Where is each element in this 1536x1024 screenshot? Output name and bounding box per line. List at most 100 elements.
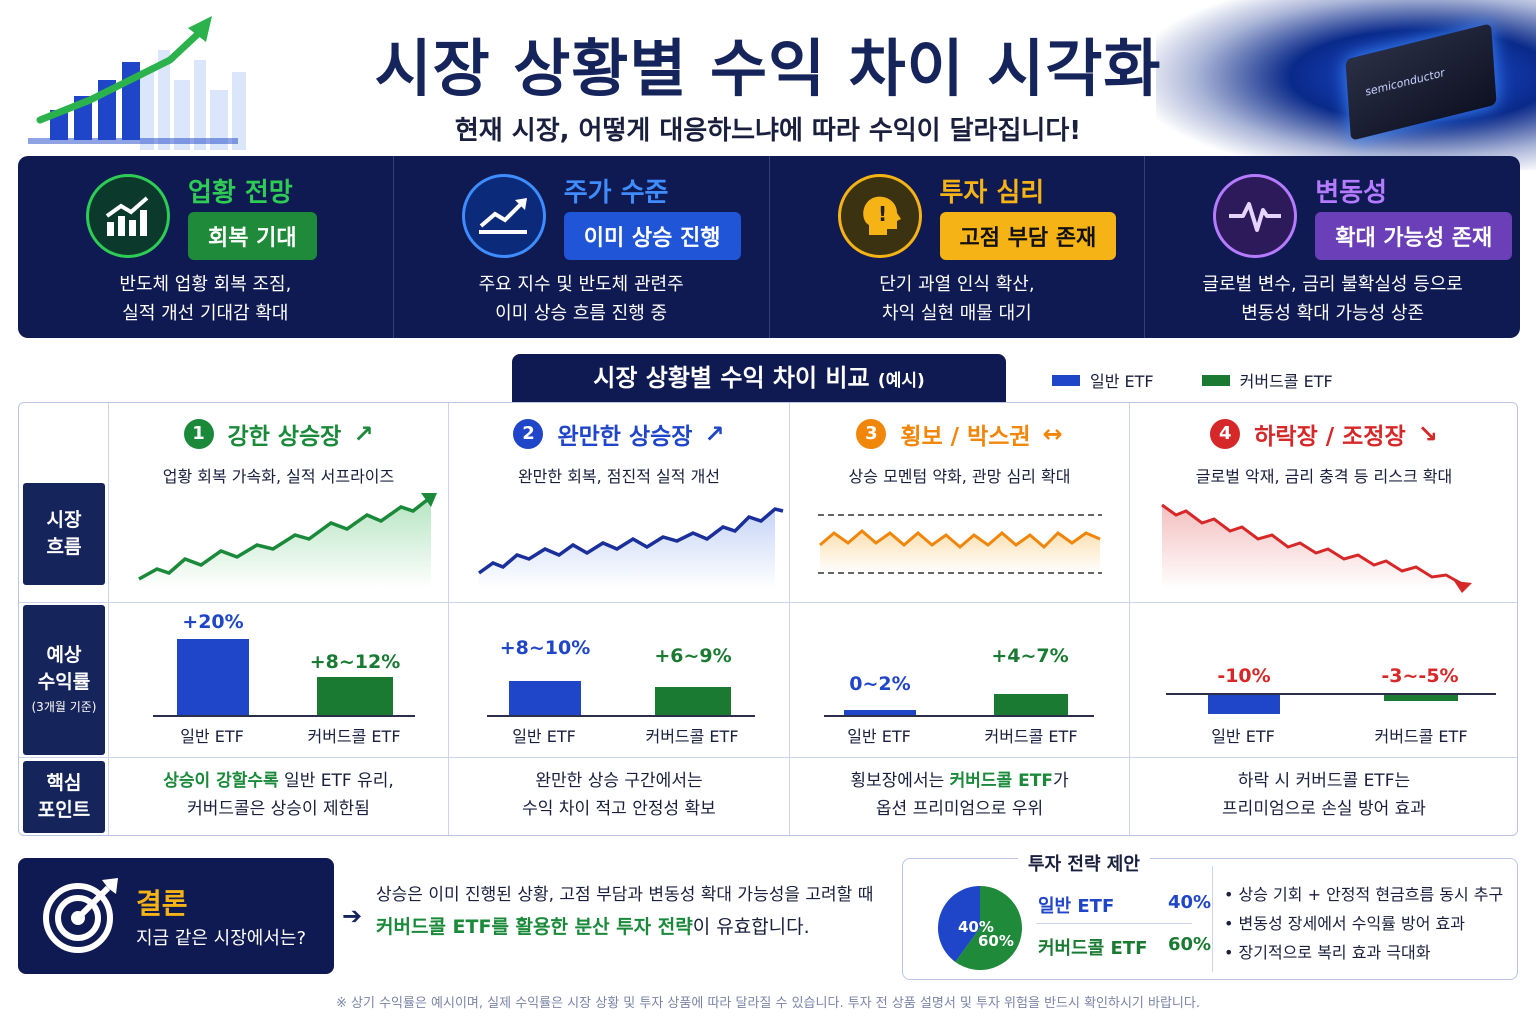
covered-return-bar — [655, 686, 731, 715]
bar-label-covered: 커버드콜 ETF — [307, 727, 401, 746]
scenario-heading: 1 강한 상승장 ↗ — [109, 417, 448, 451]
scenario-description: 완만한 회복, 점진적 실적 개선 — [517, 467, 721, 486]
market-flow-line-strong-bull — [138, 493, 437, 589]
target-icon — [43, 878, 118, 953]
general-return-label: +8~10% — [499, 637, 591, 659]
row-label-expected-return: 예상 수익률 (3개월 기준) — [23, 605, 105, 755]
general-return-bar — [844, 710, 916, 715]
key-point: 횡보장에서는 커버드콜 ETF가 옵션 프리미엄으로 우위 — [850, 771, 1069, 819]
arrow-left-right-icon: ↔ — [1042, 420, 1063, 448]
general-return-bar — [1208, 693, 1280, 714]
market-overview-panel: 업황 전망 회복 기대 반도체 업황 회복 조짐, 실적 개선 기대감 확대 주가… — [18, 156, 1520, 338]
header-growth-chart-icon — [28, 16, 246, 150]
bar-label-covered: 커버드콜 ETF — [645, 727, 739, 746]
strategy-bullet: • 변동성 장세에서 수익률 방어 효과 — [1224, 914, 1465, 933]
bar-label-covered: 커버드콜 ETF — [984, 727, 1078, 746]
conclusion-title: 결론 — [136, 887, 188, 920]
allocation-pie-chart: 40% 60% — [938, 886, 1022, 970]
legend-item-covered-call: 커버드콜 ETF — [1201, 368, 1333, 392]
market-flow-line-mild-bull — [477, 507, 784, 589]
scenario-heading: 2 완만한 상승장 ↗ — [449, 417, 789, 451]
scenario-number: 4 — [1210, 419, 1241, 449]
overview-heading: 주가 수준 — [563, 178, 669, 208]
bar-label-general: 일반 ETF — [847, 727, 911, 746]
scenario-description: 업황 회복 가속화, 실적 서프라이즈 — [162, 467, 395, 486]
scenario-description: 상승 모멘텀 약화, 관망 심리 확대 — [848, 467, 1071, 486]
overview-item-sentiment: ! 투자 심리 고점 부담 존재 단기 과열 인식 확산, 차익 실현 매물 대기 — [770, 156, 1146, 338]
bar-baseline — [487, 715, 755, 717]
conclusion-line-2: 커버드콜 ETF를 활용한 분산 투자 전략이 유효합니다. — [376, 916, 810, 938]
pie-slice-covered — [955, 886, 1022, 970]
overview-badge: 확대 가능성 존재 — [1315, 212, 1513, 260]
bar-label-covered: 커버드콜 ETF — [1374, 727, 1468, 746]
scenario-mild-bull: 2 완만한 상승장 ↗ 완만한 회복, 점진적 실적 개선 +8~10% +6~9%… — [449, 403, 789, 837]
scenario-description: 글로벌 악재, 금리 충격 등 리스크 확대 — [1195, 467, 1453, 486]
market-flow-line-sideways — [818, 514, 1102, 574]
page-subtitle: 현재 시장, 어떻게 대응하느냐에 따라 수익이 달라집니다! — [454, 116, 1082, 146]
page-title: 시장 상황별 수익 차이 시각화 — [374, 32, 1162, 105]
bar-baseline — [824, 715, 1094, 717]
trend-up-icon — [461, 174, 546, 258]
overview-item-industry: 업황 전망 회복 기대 반도체 업황 회복 조짐, 실적 개선 기대감 확대 — [18, 156, 394, 338]
key-point: 상승이 강할수록 일반 ETF 유리, 커버드콜은 상승이 제한됨 — [163, 771, 394, 819]
arrow-up-right-icon: ↗ — [353, 420, 374, 448]
growth-chart-icon — [86, 174, 170, 258]
scenario-number: 3 — [856, 419, 887, 449]
bar-label-general: 일반 ETF — [180, 727, 244, 746]
covered-return-label: -3~-5% — [1381, 665, 1459, 687]
bar-baseline — [153, 715, 415, 717]
overview-badge: 고점 부담 존재 — [939, 212, 1117, 260]
disclaimer-footnote: ※ 상기 수익률은 예시이며, 실제 수익률은 시장 상황 및 투자 상품에 따… — [336, 996, 1200, 1011]
covered-return-label: +6~9% — [654, 645, 732, 667]
scenario-heading: 3 횡보 / 박스권 ↔ — [790, 417, 1129, 451]
overview-description: 주요 지수 및 반도체 관련주 이미 상승 흐름 진행 중 — [478, 274, 684, 324]
overview-badge: 회복 기대 — [188, 212, 317, 260]
conclusion-subtitle: 지금 같은 시장에서는? — [136, 928, 307, 949]
overview-description: 단기 과열 인식 확산, 차익 실현 매물 대기 — [879, 274, 1035, 324]
overview-description: 글로벌 변수, 금리 불확실성 등으로 변동성 확대 가능성 상존 — [1202, 274, 1463, 324]
strategy-bullet: • 상승 기회 + 안정적 현금흐름 동시 추구 — [1224, 885, 1504, 904]
arrow-up-right-icon: ↗ — [704, 420, 725, 448]
market-flow-line-bear — [1161, 503, 1472, 593]
overview-item-price: 주가 수준 이미 상승 진행 주요 지수 및 반도체 관련주 이미 상승 흐름 진… — [394, 156, 770, 338]
overview-badge: 이미 상승 진행 — [563, 212, 741, 260]
svg-text:!: ! — [878, 202, 887, 226]
covered-return-bar — [994, 694, 1068, 715]
strategy-bullet: • 장기적으로 복리 효과 극대화 — [1224, 943, 1431, 962]
covered-return-bar — [317, 677, 393, 715]
pie-label-covered: 60% — [978, 932, 1014, 950]
strategy-title: 투자 전략 제안 — [1018, 850, 1150, 876]
overview-heading: 투자 심리 — [939, 178, 1045, 208]
row-label-market-flow: 시장 흐름 — [23, 483, 105, 585]
scenario-number: 2 — [513, 419, 544, 449]
general-return-label: -10% — [1217, 665, 1271, 687]
row-label-key-point: 핵심 포인트 — [23, 761, 105, 833]
overview-heading: 변동성 — [1315, 178, 1388, 208]
head-alert-icon: ! — [837, 174, 922, 258]
scenario-sideways: 3 횡보 / 박스권 ↔ 상승 모멘텀 약화, 관망 심리 확대 0~2% +4~7… — [790, 403, 1129, 837]
overview-description: 반도체 업황 회복 조짐, 실적 개선 기대감 확대 — [119, 274, 292, 324]
general-return-bar — [177, 639, 249, 715]
key-point: 완만한 상승 구간에서는 수익 차이 적고 안정성 확보 — [522, 771, 716, 819]
conclusion-line-1: 상승은 이미 진행된 상황, 고점 부담과 변동성 확대 가능성을 고려할 때 — [376, 885, 874, 905]
pie-slice-general — [938, 886, 980, 962]
overview-item-volatility: 변동성 확대 가능성 존재 글로벌 변수, 금리 불확실성 등으로 변동성 확대 … — [1145, 156, 1520, 338]
arrow-down-right-icon: ↘ — [1417, 420, 1438, 448]
allocation-covered-call: 커버드콜 ETF 60% — [1038, 934, 1212, 959]
bar-label-general: 일반 ETF — [1211, 727, 1275, 746]
bar-baseline — [1166, 693, 1496, 695]
general-return-bar — [509, 680, 581, 715]
comparison-title: 시장 상황별 수익 차이 비교 (예시) — [512, 354, 1006, 402]
scenario-heading: 4 하락장 / 조정장 ↘ — [1130, 417, 1518, 451]
legend-item-general: 일반 ETF — [1052, 368, 1154, 392]
pulse-icon — [1213, 174, 1298, 258]
allocation-general: 일반 ETF 40% — [1038, 892, 1212, 917]
overview-heading: 업황 전망 — [188, 178, 293, 208]
key-point: 하락 시 커버드콜 ETF는 프리미엄으로 손실 방어 효과 — [1222, 771, 1426, 819]
comparison-grid: 시장 흐름 예상 수익률 (3개월 기준) 핵심 포인트 1 강한 상승장 ↗ 업황 회복 … — [18, 402, 1518, 836]
strategy-bullets: • 상승 기회 + 안정적 현금흐름 동시 추구 • 변동성 장세에서 수익률 … — [1224, 880, 1503, 967]
scenario-bear: 4 하락장 / 조정장 ↘ 글로벌 악재, 금리 충격 등 리스크 확대 -10% … — [1130, 403, 1518, 837]
scenario-strong-bull: 1 강한 상승장 ↗ 업황 회복 가속화, 실적 서프라이즈 +20% +8~12%… — [109, 403, 448, 837]
arrow-right-icon: ➔ — [342, 902, 363, 930]
legend: 일반 ETF 커버드콜 ETF — [1052, 368, 1381, 392]
